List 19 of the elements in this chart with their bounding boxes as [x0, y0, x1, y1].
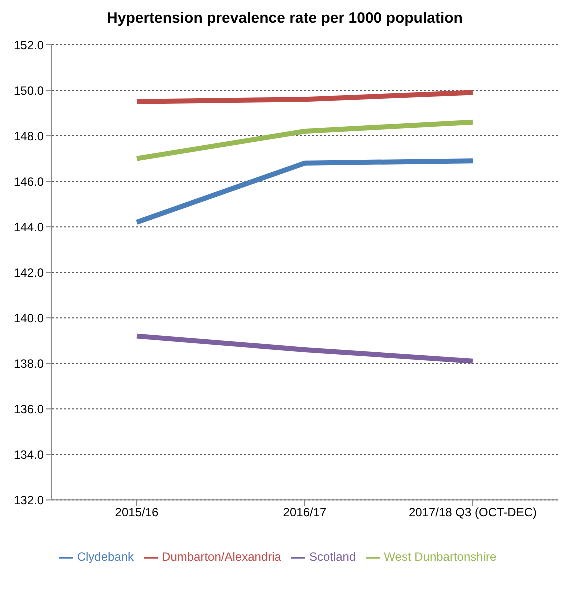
y-tick-label: 152.0 — [14, 38, 44, 52]
x-tick-label: 2015/16 — [115, 506, 160, 520]
x-tick-label: 2017/18 Q3 (OCT-DEC) — [408, 506, 538, 520]
y-tick-label: 138.0 — [14, 356, 44, 371]
y-tick-label: 132.0 — [14, 493, 44, 508]
y-tick-label: 150.0 — [14, 84, 44, 98]
x-tick-label: 2016/17 — [283, 506, 328, 520]
y-tick-label: 144.0 — [14, 220, 44, 234]
legend-label: Scotland — [309, 550, 356, 564]
y-tick-label: 146.0 — [14, 174, 44, 189]
legend-label: Clydebank — [77, 550, 134, 564]
y-tick-label: 148.0 — [14, 129, 44, 144]
y-tick-label: 140.0 — [14, 311, 44, 326]
y-tick-label: 134.0 — [14, 448, 44, 462]
chart-title: Hypertension prevalence rate per 1000 population — [106, 10, 464, 27]
legend-label: West Dunbartonshire — [384, 550, 497, 564]
legend-label: Dumbarton/Alexandria — [162, 550, 282, 564]
y-tick-label: 142.0 — [14, 266, 44, 280]
y-tick-label: 136.0 — [14, 402, 44, 416]
